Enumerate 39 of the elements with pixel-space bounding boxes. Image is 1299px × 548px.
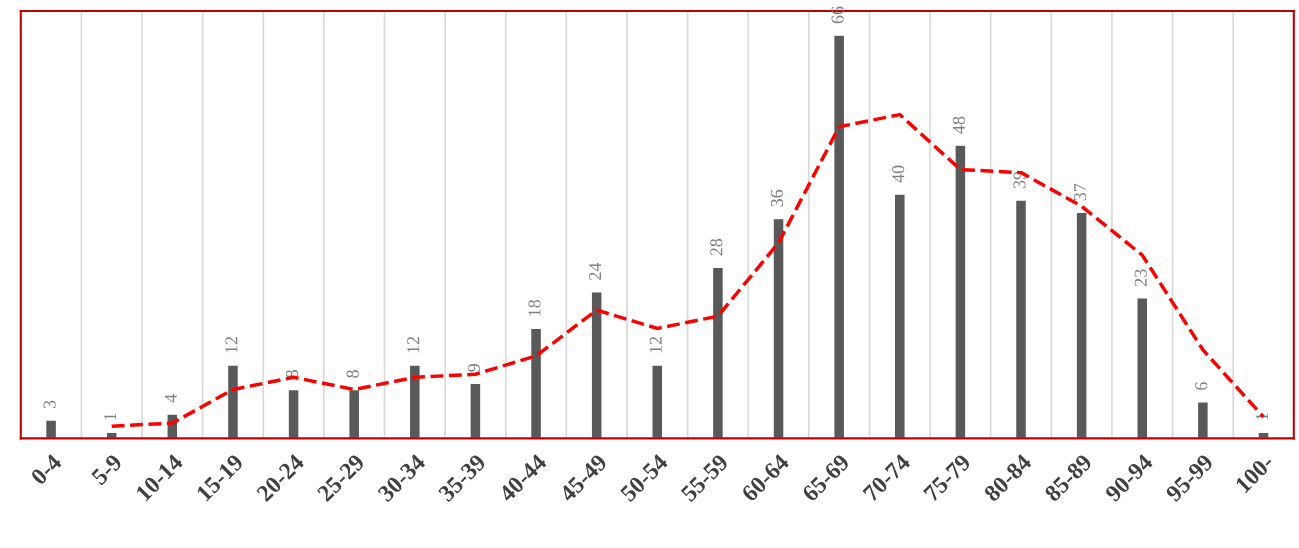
bar (772, 217, 785, 439)
bar (1196, 401, 1210, 439)
bar (1136, 297, 1149, 439)
bar (1075, 211, 1088, 439)
data-label: 1 (104, 413, 117, 420)
x-tick-label: 5-9 (90, 453, 123, 486)
bar (469, 382, 482, 439)
data-label: 24 (589, 262, 602, 280)
data-label: 48 (952, 116, 965, 134)
bar (711, 266, 725, 439)
data-label: 23 (1134, 269, 1147, 286)
data-label: 8 (346, 370, 359, 378)
data-label: 18 (528, 299, 541, 316)
bar (1014, 199, 1028, 439)
bar (893, 193, 906, 439)
x-tick-label: 100- (1234, 453, 1275, 494)
bar (833, 34, 846, 439)
data-label: 3 (43, 400, 56, 409)
bar (348, 388, 361, 439)
bar (226, 364, 240, 439)
x-tick-label: 0-4 (29, 453, 63, 486)
bar (954, 144, 967, 439)
bar (529, 327, 543, 439)
bar (590, 291, 603, 439)
data-label: 37 (1074, 183, 1087, 201)
data-label: 28 (710, 238, 723, 256)
data-label: 12 (225, 336, 238, 353)
data-label: 12 (407, 336, 420, 353)
bar (44, 419, 58, 439)
bar (408, 364, 421, 439)
data-label: 9 (467, 364, 480, 372)
data-label: 36 (770, 189, 784, 207)
data-label: 4 (164, 394, 177, 403)
data-label: 66 (831, 6, 844, 24)
data-label: 40 (892, 165, 905, 183)
data-label: 12 (649, 336, 662, 353)
data-label: 6 (1195, 382, 1208, 390)
bar (651, 364, 664, 439)
bar (287, 388, 300, 439)
